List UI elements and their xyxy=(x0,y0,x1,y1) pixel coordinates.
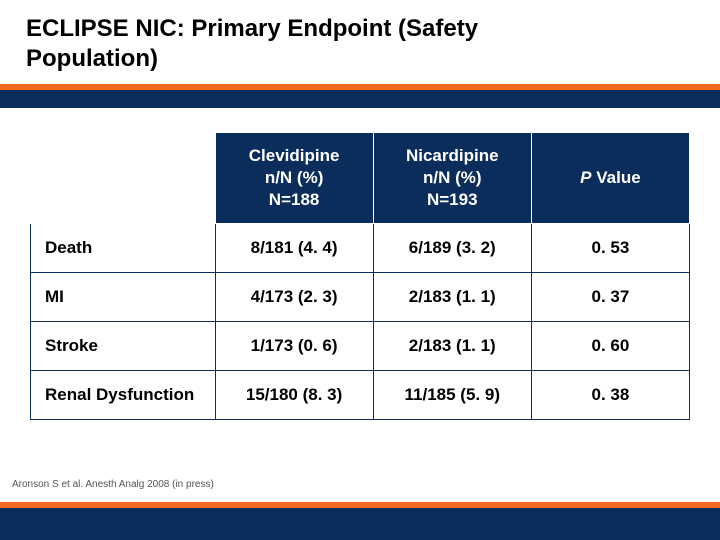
row-pvalue: 0. 60 xyxy=(531,322,689,371)
table-row: MI4/173 (2. 3)2/183 (1. 1)0. 37 xyxy=(31,273,690,322)
header-a-l1: Clevidipine xyxy=(249,146,340,165)
row-value-b: 2/183 (1. 1) xyxy=(373,273,531,322)
divider-navy-top xyxy=(0,90,720,108)
row-pvalue: 0. 53 xyxy=(531,224,689,273)
row-label: MI xyxy=(31,273,216,322)
header-b-l3: N=193 xyxy=(427,190,478,209)
divider-navy-bottom xyxy=(0,508,720,540)
table-row: Renal Dysfunction15/180 (8. 3)11/185 (5.… xyxy=(31,371,690,420)
endpoint-table: Clevidipine n/N (%) N=188 Nicardipine n/… xyxy=(30,132,690,420)
footer xyxy=(0,502,720,540)
table-body: Death8/181 (4. 4)6/189 (3. 2)0. 53MI4/17… xyxy=(31,224,690,420)
title-area: ECLIPSE NIC: Primary Endpoint (Safety Po… xyxy=(0,0,720,84)
row-value-a: 15/180 (8. 3) xyxy=(215,371,373,420)
row-label: Renal Dysfunction xyxy=(31,371,216,420)
table-row: Death8/181 (4. 4)6/189 (3. 2)0. 53 xyxy=(31,224,690,273)
header-b-l2: n/N (%) xyxy=(423,168,482,187)
row-label: Stroke xyxy=(31,322,216,371)
row-value-b: 11/185 (5. 9) xyxy=(373,371,531,420)
row-value-b: 2/183 (1. 1) xyxy=(373,322,531,371)
row-label: Death xyxy=(31,224,216,273)
title-line-2: Population) xyxy=(26,44,694,74)
content-area: Clevidipine n/N (%) N=188 Nicardipine n/… xyxy=(0,108,720,420)
header-a-l3: N=188 xyxy=(269,190,320,209)
row-value-a: 1/173 (0. 6) xyxy=(215,322,373,371)
citation-text: Aronson S et al. Anesth Analg 2008 (in p… xyxy=(12,479,214,490)
row-value-a: 4/173 (2. 3) xyxy=(215,273,373,322)
row-pvalue: 0. 37 xyxy=(531,273,689,322)
page-title: ECLIPSE NIC: Primary Endpoint (Safety Po… xyxy=(26,14,694,74)
row-value-b: 6/189 (3. 2) xyxy=(373,224,531,273)
header-p-rest: Value xyxy=(592,168,641,187)
header-nicardipine: Nicardipine n/N (%) N=193 xyxy=(373,133,531,224)
header-pvalue: P Value xyxy=(531,133,689,224)
title-line-1: ECLIPSE NIC: Primary Endpoint (Safety xyxy=(26,14,694,44)
header-clevidipine: Clevidipine n/N (%) N=188 xyxy=(215,133,373,224)
header-b-l1: Nicardipine xyxy=(406,146,499,165)
header-a-l2: n/N (%) xyxy=(265,168,324,187)
row-pvalue: 0. 38 xyxy=(531,371,689,420)
header-blank xyxy=(31,133,216,224)
row-value-a: 8/181 (4. 4) xyxy=(215,224,373,273)
table-row: Stroke1/173 (0. 6)2/183 (1. 1)0. 60 xyxy=(31,322,690,371)
header-p-prefix: P xyxy=(580,168,591,187)
table-header: Clevidipine n/N (%) N=188 Nicardipine n/… xyxy=(31,133,690,224)
